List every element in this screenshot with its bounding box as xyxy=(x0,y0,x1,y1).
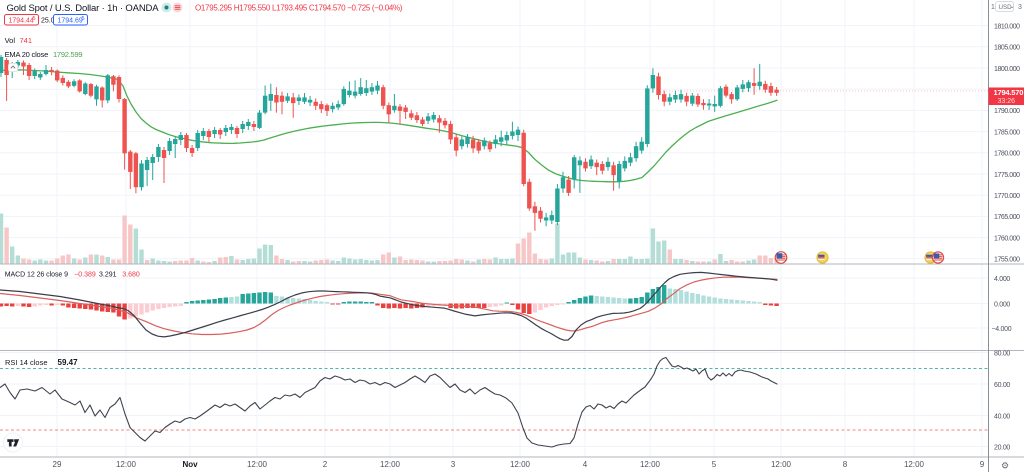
svg-text:⌄: ⌄ xyxy=(1010,4,1015,10)
svg-text:1810.000: 1810.000 xyxy=(994,23,1020,30)
svg-text:MACD 12 26 close 9: MACD 12 26 close 9 xyxy=(5,272,68,279)
svg-text:0.000: 0.000 xyxy=(994,301,1010,308)
svg-text:1794.69: 1794.69 xyxy=(58,17,83,24)
svg-text:1775.000: 1775.000 xyxy=(994,172,1020,179)
svg-text:12:00: 12:00 xyxy=(904,460,925,469)
svg-text:12:00: 12:00 xyxy=(510,460,531,469)
svg-text:1780.000: 1780.000 xyxy=(994,151,1020,158)
svg-text:3: 3 xyxy=(451,460,456,469)
svg-text:⚙: ⚙ xyxy=(1001,461,1009,471)
svg-text:9: 9 xyxy=(980,460,985,469)
svg-text:29: 29 xyxy=(53,460,62,469)
svg-text:59.47: 59.47 xyxy=(58,358,79,367)
svg-text:25.0: 25.0 xyxy=(41,17,55,24)
svg-text:741: 741 xyxy=(20,36,33,45)
svg-text:1: 1 xyxy=(991,4,995,11)
svg-text:1785.000: 1785.000 xyxy=(994,129,1020,136)
svg-text:40.00: 40.00 xyxy=(994,413,1010,420)
svg-text:5: 5 xyxy=(33,16,36,22)
svg-text:20.00: 20.00 xyxy=(994,444,1010,451)
svg-text:1770.000: 1770.000 xyxy=(994,193,1020,200)
svg-text:1792.599: 1792.599 xyxy=(53,50,82,59)
svg-text:33:26: 33:26 xyxy=(998,98,1016,105)
svg-text:12:00: 12:00 xyxy=(247,460,268,469)
svg-text:−0.389: −0.389 xyxy=(74,272,96,279)
svg-text:Gold Spot / U.S. Dollar · 1h ·: Gold Spot / U.S. Dollar · 1h · OANDA xyxy=(7,3,160,14)
svg-text:3.291: 3.291 xyxy=(99,272,117,279)
svg-text:3: 3 xyxy=(1018,4,1022,11)
svg-text:Vol: Vol xyxy=(5,36,16,45)
svg-text:1794.570: 1794.570 xyxy=(994,88,1024,97)
svg-text:Nov: Nov xyxy=(182,460,198,469)
svg-text:8: 8 xyxy=(843,460,848,469)
svg-text:2: 2 xyxy=(323,460,328,469)
svg-text:80.00: 80.00 xyxy=(994,350,1010,357)
svg-text:12:00: 12:00 xyxy=(380,460,401,469)
svg-text:1755.000: 1755.000 xyxy=(994,257,1020,264)
svg-text:12:00: 12:00 xyxy=(771,460,792,469)
svg-text:−4.000: −4.000 xyxy=(992,326,1012,333)
svg-text:4: 4 xyxy=(583,460,588,469)
svg-text:1794.44: 1794.44 xyxy=(9,17,34,24)
svg-text:O1795.295 H1795.550 L1793.495: O1795.295 H1795.550 L1793.495 C1794.570 … xyxy=(195,4,403,13)
svg-text:1805.000: 1805.000 xyxy=(994,45,1020,52)
svg-text:EMA 20 close: EMA 20 close xyxy=(5,50,48,59)
svg-text:1765.000: 1765.000 xyxy=(994,214,1020,221)
svg-text:1800.000: 1800.000 xyxy=(994,66,1020,73)
svg-text:1790.000: 1790.000 xyxy=(994,108,1020,115)
svg-text:5: 5 xyxy=(82,16,85,22)
svg-text:60.00: 60.00 xyxy=(994,382,1010,389)
svg-text:12:00: 12:00 xyxy=(116,460,137,469)
svg-text:USD: USD xyxy=(999,4,1013,11)
svg-text:4.000: 4.000 xyxy=(994,276,1010,283)
svg-text:3.680: 3.680 xyxy=(122,272,140,279)
svg-text:5: 5 xyxy=(712,460,717,469)
svg-text:RSI 14 close: RSI 14 close xyxy=(5,358,48,367)
svg-text:12:00: 12:00 xyxy=(640,460,661,469)
svg-text:1760.000: 1760.000 xyxy=(994,235,1020,242)
